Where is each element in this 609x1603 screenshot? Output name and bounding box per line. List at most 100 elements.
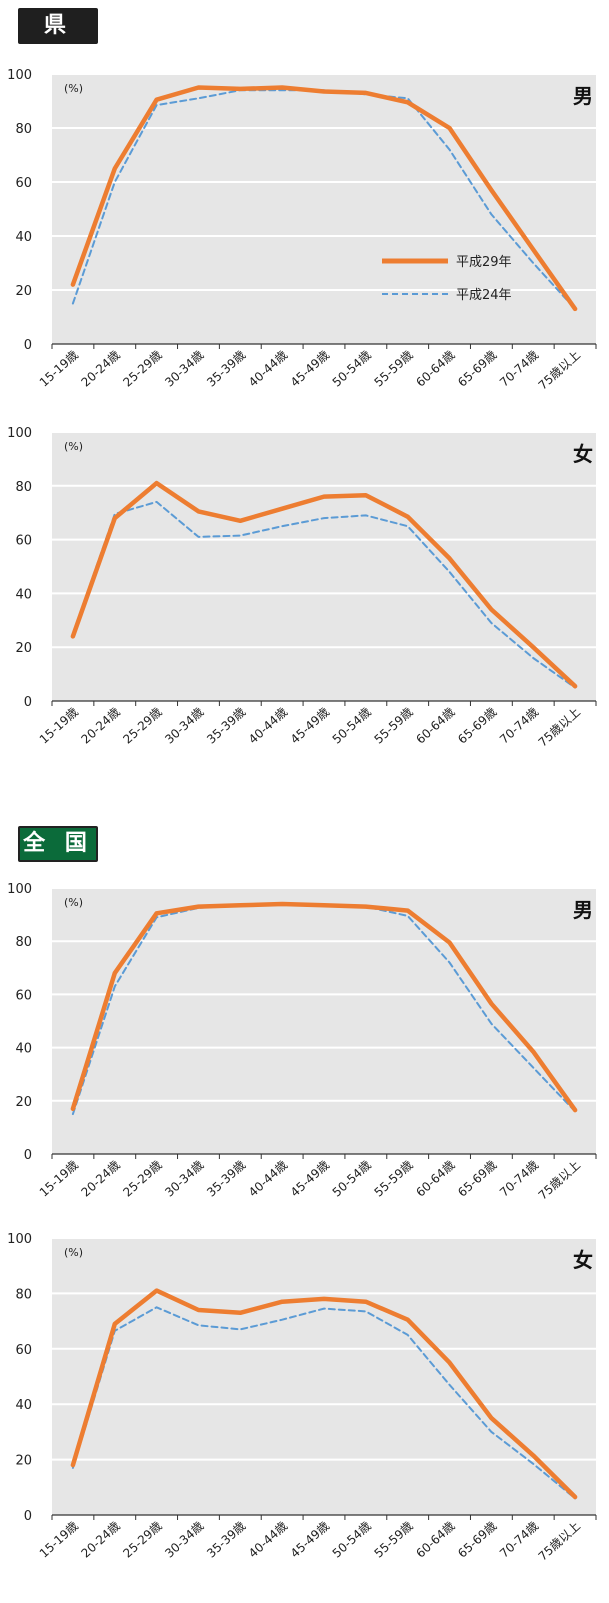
x-tick-label: 55-59歳	[371, 1158, 415, 1200]
x-tick-label: 20-24歳	[79, 705, 123, 747]
x-tick-label: 60-64歳	[413, 705, 457, 747]
y-tick-label: 60	[15, 988, 32, 1003]
x-tick-label: 70-74歳	[497, 1158, 541, 1200]
series-line-h29	[70, 1288, 578, 1500]
x-tick-label: 15-19歳	[37, 705, 81, 747]
y-tick-label: 40	[15, 1042, 32, 1057]
y-tick-label: 100	[7, 882, 32, 897]
chart-prefecture-female: 0 20 40 60 80 100 15-19歳20-24歳25-29歳30-34歳35-3…	[7, 426, 597, 750]
series-line-h29	[70, 901, 578, 1113]
section-badge-prefecture: 県	[18, 8, 98, 44]
y-tick-label: 20	[15, 284, 32, 299]
y-tick-label: 40	[15, 230, 32, 245]
x-tick-label: 65-69歳	[455, 1519, 499, 1561]
y-tick-label: 0	[24, 1148, 32, 1163]
x-tick-label: 40-44歳	[246, 348, 290, 390]
x-tick-label: 75歳以上	[536, 348, 583, 393]
x-tick-label: 65-69歳	[455, 1158, 499, 1200]
x-tick-label: 60-64歳	[413, 1519, 457, 1561]
x-tick-label: 40-44歳	[246, 705, 290, 747]
x-tick-label: 35-39歳	[204, 348, 248, 390]
y-tick-label: 40	[15, 1398, 32, 1413]
y-tick-label: 0	[24, 338, 32, 353]
y-tick-label: 80	[15, 122, 32, 137]
series-line-h29	[70, 480, 578, 689]
x-tick-label: 35-39歳	[204, 1519, 248, 1561]
x-tick-label: 30-34歳	[162, 1519, 206, 1561]
unit-label: (%)	[64, 1246, 83, 1259]
y-tick-label: 60	[15, 176, 32, 191]
x-tick-label: 45-49歳	[288, 348, 332, 390]
x-tick-label: 25-29歳	[120, 348, 164, 390]
x-tick-label: 70-74歳	[497, 348, 541, 390]
x-tick-label: 25-29歳	[120, 705, 164, 747]
x-tick-label: 50-54歳	[330, 1158, 374, 1200]
x-tick-label: 50-54歳	[330, 348, 374, 390]
x-tick-label: 20-24歳	[79, 1519, 123, 1561]
x-tick-label: 65-69歳	[455, 348, 499, 390]
y-tick-label: 60	[15, 534, 32, 549]
y-tick-label: 80	[15, 1287, 32, 1302]
x-tick-label: 30-34歳	[162, 1158, 206, 1200]
x-tick-label: 40-44歳	[246, 1158, 290, 1200]
y-tick-label: 20	[15, 641, 32, 656]
x-tick-label: 65-69歳	[455, 705, 499, 747]
x-tick-label: 35-39歳	[204, 705, 248, 747]
x-tick-label: 45-49歳	[288, 1519, 332, 1561]
series-line-h24	[71, 500, 577, 689]
panel-label: 男	[573, 84, 593, 108]
y-tick-label: 60	[15, 1343, 32, 1358]
series-line-h29	[70, 85, 578, 312]
x-tick-label: 55-59歳	[371, 348, 415, 390]
y-tick-label: 20	[15, 1095, 32, 1110]
panel-label: 女	[573, 1248, 593, 1272]
chart-national-male: 0 20 40 60 80 100 15-19歳20-24歳25-29歳30-34歳35-3…	[7, 882, 597, 1203]
section-badge-national: 全 国	[18, 826, 98, 862]
x-tick-label: 20-24歳	[79, 348, 123, 390]
x-tick-label: 15-19歳	[37, 1519, 81, 1561]
plot-background	[52, 74, 596, 344]
y-tick-label: 40	[15, 587, 32, 602]
y-tick-label: 80	[15, 935, 32, 950]
unit-label: (%)	[64, 896, 83, 909]
legend-label-h29: 平成29年	[456, 255, 512, 270]
unit-label: (%)	[64, 82, 83, 95]
plot-background	[52, 432, 596, 701]
x-tick-label: 20-24歳	[79, 1158, 123, 1200]
x-tick-label: 40-44歳	[246, 1519, 290, 1561]
x-tick-label: 15-19歳	[37, 1158, 81, 1200]
chart-prefecture-male: 0 20 40 60 80 100 15-19歳20-24歳25-29歳30-34歳35-3…	[7, 68, 597, 393]
y-tick-label: 80	[15, 480, 32, 495]
x-tick-label: 70-74歳	[497, 1519, 541, 1561]
x-tick-label: 75歳以上	[536, 1158, 583, 1203]
x-tick-label: 25-29歳	[120, 1519, 164, 1561]
x-tick-label: 35-39歳	[204, 1158, 248, 1200]
x-tick-label: 60-64歳	[413, 1158, 457, 1200]
x-tick-label: 55-59歳	[371, 1519, 415, 1561]
plot-background	[52, 1238, 596, 1515]
plot-background	[52, 888, 596, 1154]
x-tick-label: 70-74歳	[497, 705, 541, 747]
x-tick-label: 30-34歳	[162, 348, 206, 390]
y-tick-label: 100	[7, 1232, 32, 1247]
y-tick-label: 0	[24, 1509, 32, 1524]
panel-label: 男	[573, 898, 593, 922]
x-tick-label: 30-34歳	[162, 705, 206, 747]
x-tick-label: 45-49歳	[288, 705, 332, 747]
series-line-h24	[71, 1306, 577, 1500]
y-tick-label: 100	[7, 68, 32, 83]
y-tick-label: 20	[15, 1454, 32, 1469]
x-tick-label: 25-29歳	[120, 1158, 164, 1200]
x-tick-label: 55-59歳	[371, 705, 415, 747]
x-tick-label: 50-54歳	[330, 705, 374, 747]
x-tick-label: 75歳以上	[536, 1519, 583, 1564]
chart-national-female: 0 20 40 60 80 100 15-19歳20-24歳25-29歳30-34歳35-3…	[7, 1232, 597, 1564]
y-tick-label: 100	[7, 426, 32, 441]
legend-label-h24: 平成24年	[456, 288, 512, 303]
x-tick-label: 60-64歳	[413, 348, 457, 390]
y-tick-label: 0	[24, 695, 32, 710]
x-tick-label: 75歳以上	[536, 705, 583, 750]
unit-label: (%)	[64, 440, 83, 453]
x-tick-label: 50-54歳	[330, 1519, 374, 1561]
panel-label: 女	[573, 442, 593, 466]
